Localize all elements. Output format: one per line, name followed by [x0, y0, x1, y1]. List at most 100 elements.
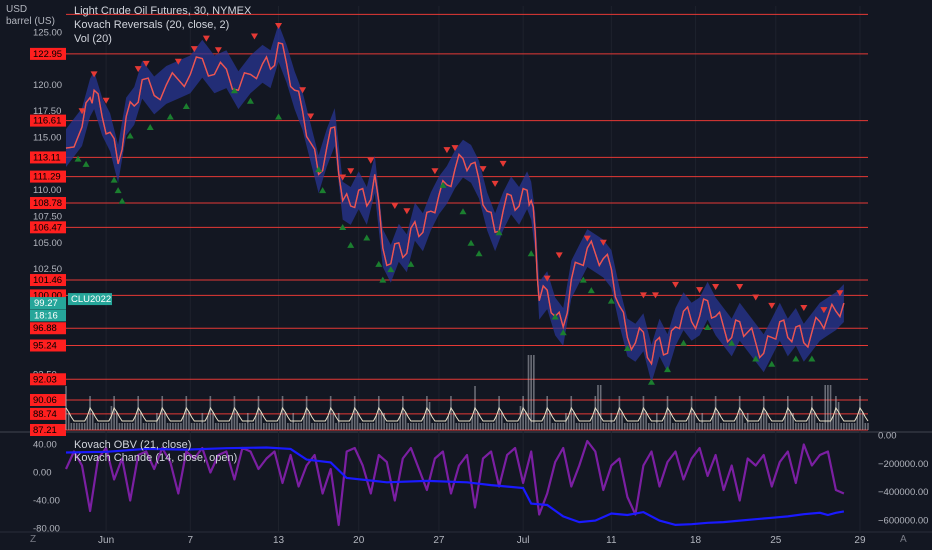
legend-kovach-reversals[interactable]: Kovach Reversals (20, close, 2)	[74, 19, 230, 31]
buy-reversal-marker	[579, 276, 587, 283]
sell-reversal-marker	[451, 145, 459, 152]
buy-reversal-marker	[387, 266, 395, 273]
sell-reversal-marker	[299, 87, 307, 94]
price-tick-label: 125.00	[33, 27, 62, 38]
buy-reversal-marker	[246, 97, 254, 104]
level-badge	[30, 221, 66, 234]
level-label: 106.47	[33, 222, 62, 233]
buy-reversal-marker	[275, 113, 283, 120]
sell-reversal-marker	[599, 239, 607, 246]
sell-reversal-marker	[491, 180, 499, 187]
osc-tick-label: -80.00	[33, 524, 60, 535]
symbol-tag	[68, 293, 112, 306]
level-label: 101.46	[33, 275, 62, 286]
level-badge	[30, 274, 66, 287]
buy-reversal-marker	[623, 345, 631, 352]
envelope-band	[66, 23, 844, 383]
sell-reversal-marker	[736, 283, 744, 290]
time-axis-label: 25	[770, 535, 782, 546]
buy-reversal-marker	[230, 87, 238, 94]
legend-kovach-chande[interactable]: Kovach Chande (14, close, open)	[74, 452, 238, 464]
time-axis-label: 18	[690, 535, 702, 546]
sell-reversal-marker	[712, 283, 720, 290]
sell-reversal-marker	[214, 47, 222, 54]
level-badge	[30, 322, 66, 335]
volume-ma-line	[65, 406, 869, 422]
price-tick-label: 120.00	[33, 80, 62, 91]
level-label: 88.74	[33, 409, 57, 420]
level-badge	[30, 151, 66, 164]
legend-volume[interactable]: Vol (20)	[74, 33, 112, 45]
sell-reversal-marker	[391, 202, 399, 209]
level-badge	[30, 47, 66, 60]
sell-reversal-marker	[102, 97, 110, 104]
level-label: 92.03	[33, 374, 57, 385]
time-axis-label: Jun	[98, 535, 114, 546]
buy-reversal-marker	[768, 360, 776, 367]
osc-tick-label: 40.00	[33, 440, 57, 451]
sell-reversal-marker	[651, 292, 659, 299]
sell-reversal-marker	[202, 35, 210, 42]
sell-reversal-marker	[190, 46, 198, 53]
buy-reversal-marker	[146, 124, 154, 131]
obv-tick-label: −400000.00	[878, 487, 928, 498]
buy-reversal-marker	[559, 329, 567, 336]
price-tick-label: 107.50	[33, 211, 62, 222]
sell-reversal-marker	[836, 290, 844, 297]
buy-reversal-marker	[182, 102, 190, 109]
sell-reversal-marker	[250, 33, 258, 40]
sell-reversal-marker	[820, 307, 828, 314]
price-line	[65, 41, 845, 366]
sell-reversal-marker	[639, 292, 647, 299]
level-badge	[30, 424, 66, 436]
price-tick-label: 110.00	[33, 185, 61, 196]
buy-reversal-marker	[363, 234, 371, 241]
buy-reversal-marker	[439, 181, 447, 188]
level-label: 111.29	[33, 172, 61, 183]
buy-reversal-marker	[114, 187, 122, 194]
sell-reversal-marker	[543, 275, 551, 282]
zoom-button[interactable]: Z	[30, 534, 37, 545]
sell-reversal-marker	[90, 71, 98, 78]
level-badge	[30, 114, 66, 127]
buy-reversal-marker	[315, 166, 323, 173]
buy-reversal-marker	[467, 239, 475, 246]
buy-reversal-marker	[587, 287, 595, 294]
level-label: 95.24	[33, 340, 57, 351]
sell-reversal-marker	[696, 287, 704, 294]
buy-reversal-marker	[126, 132, 134, 139]
sell-reversal-marker	[347, 168, 355, 175]
legend-kovach-obv[interactable]: Kovach OBV (21, close)	[74, 439, 192, 451]
buy-reversal-marker	[110, 176, 118, 183]
buy-reversal-marker	[704, 323, 712, 330]
price-tick-label: 117.50	[33, 106, 61, 117]
sell-reversal-marker	[367, 157, 375, 164]
buy-reversal-marker	[82, 160, 90, 167]
osc-tick-label: -40.00	[33, 496, 60, 507]
chande-line	[64, 439, 845, 527]
buy-reversal-marker	[375, 260, 383, 267]
buy-reversal-marker	[680, 339, 688, 346]
buy-reversal-marker	[647, 378, 655, 385]
auto-scale-button[interactable]: A	[900, 534, 907, 545]
sell-reversal-marker	[752, 294, 760, 301]
time-axis-label: 29	[854, 535, 866, 546]
obv-tick-label: −600000.00	[878, 516, 928, 527]
current-price-label: 99.27	[34, 298, 58, 309]
level-label: 87.21	[33, 425, 57, 436]
obv-line	[65, 446, 845, 527]
level-badge	[30, 373, 66, 386]
buy-reversal-marker	[379, 276, 387, 283]
buy-reversal-marker	[495, 229, 503, 236]
buy-reversal-marker	[459, 208, 467, 215]
symbol-tag-label: CLU2022	[71, 294, 111, 305]
chart-title[interactable]: Light Crude Oil Futures, 30, NYMEX	[74, 5, 252, 17]
buy-reversal-marker	[607, 297, 615, 304]
buy-reversal-marker	[752, 355, 760, 362]
sell-reversal-marker	[499, 160, 507, 167]
sell-reversal-marker	[431, 168, 439, 175]
level-label: 122.95	[33, 49, 62, 60]
price-tick-label: 102.50	[33, 264, 62, 275]
